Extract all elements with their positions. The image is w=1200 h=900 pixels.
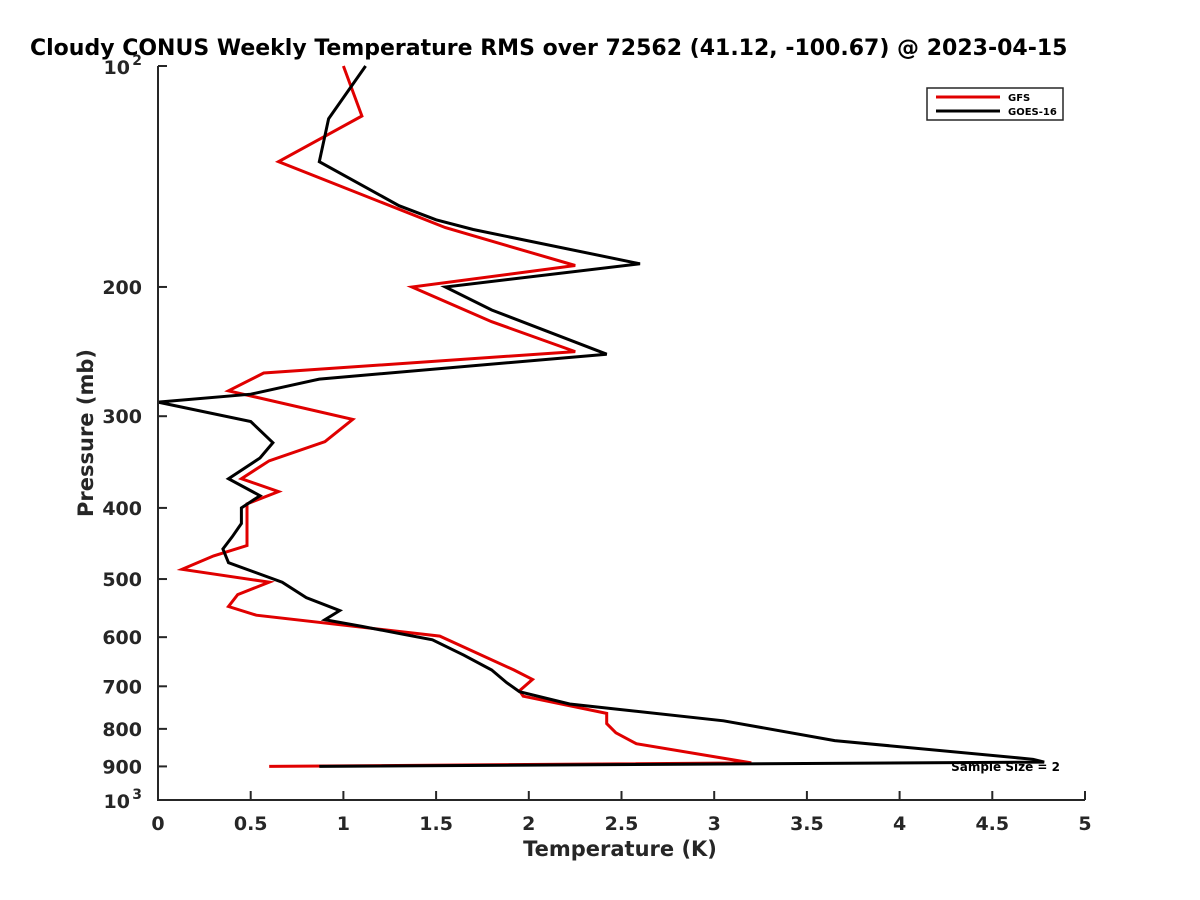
y-tick-label: 400 [102, 498, 142, 520]
legend: GFS GOES-16 [926, 87, 1064, 121]
y-tick-label: 900 [102, 756, 142, 778]
y-tick-label: 700 [102, 676, 142, 698]
y-tick-label: 600 [102, 627, 142, 649]
x-axis-title: Temperature (K) [523, 837, 717, 861]
series-layer [157, 65, 1045, 768]
chart-title: Cloudy CONUS Weekly Temperature RMS over… [30, 36, 1067, 61]
x-tick-label: 1.5 [419, 813, 453, 835]
x-tick-label: 1 [337, 813, 350, 835]
x-tick-label: 2.5 [605, 813, 639, 835]
x-tick-label: 4.5 [975, 813, 1009, 835]
ticks-layer: 0 0.5 1 1.5 2 2.5 3 3.5 4 4.5 5 200 300 400 500 600 700 8… [102, 53, 1091, 835]
x-tick-label: 0 [151, 813, 164, 835]
legend-label-goes-16: GOES-16 [1008, 107, 1057, 118]
x-tick-label: 0.5 [234, 813, 268, 835]
y-tick-exponent: 2 [132, 53, 142, 69]
x-tick-label: 3 [708, 813, 721, 835]
y-tick-label: 200 [102, 277, 142, 299]
series-line-gfs [176, 65, 752, 768]
x-tick-label: 3.5 [790, 813, 824, 835]
y-tick-label: 300 [102, 406, 142, 428]
legend-box [926, 87, 1064, 121]
y-tick-label: 10 [104, 791, 130, 813]
x-tick-label: 4 [893, 813, 906, 835]
y-axis-title: Pressure (mb) [74, 349, 98, 517]
y-tick-label: 800 [102, 719, 142, 741]
x-tick-label: 2 [522, 813, 535, 835]
series-line-goes-16 [157, 65, 1045, 768]
sample-size-annotation: Sample Size = 2 [951, 760, 1060, 774]
y-tick-label: 10 [104, 57, 130, 79]
y-tick-exponent: 3 [132, 787, 142, 803]
legend-label-gfs: GFS [1008, 93, 1030, 104]
x-tick-label: 5 [1078, 813, 1091, 835]
y-tick-label: 500 [102, 569, 142, 591]
